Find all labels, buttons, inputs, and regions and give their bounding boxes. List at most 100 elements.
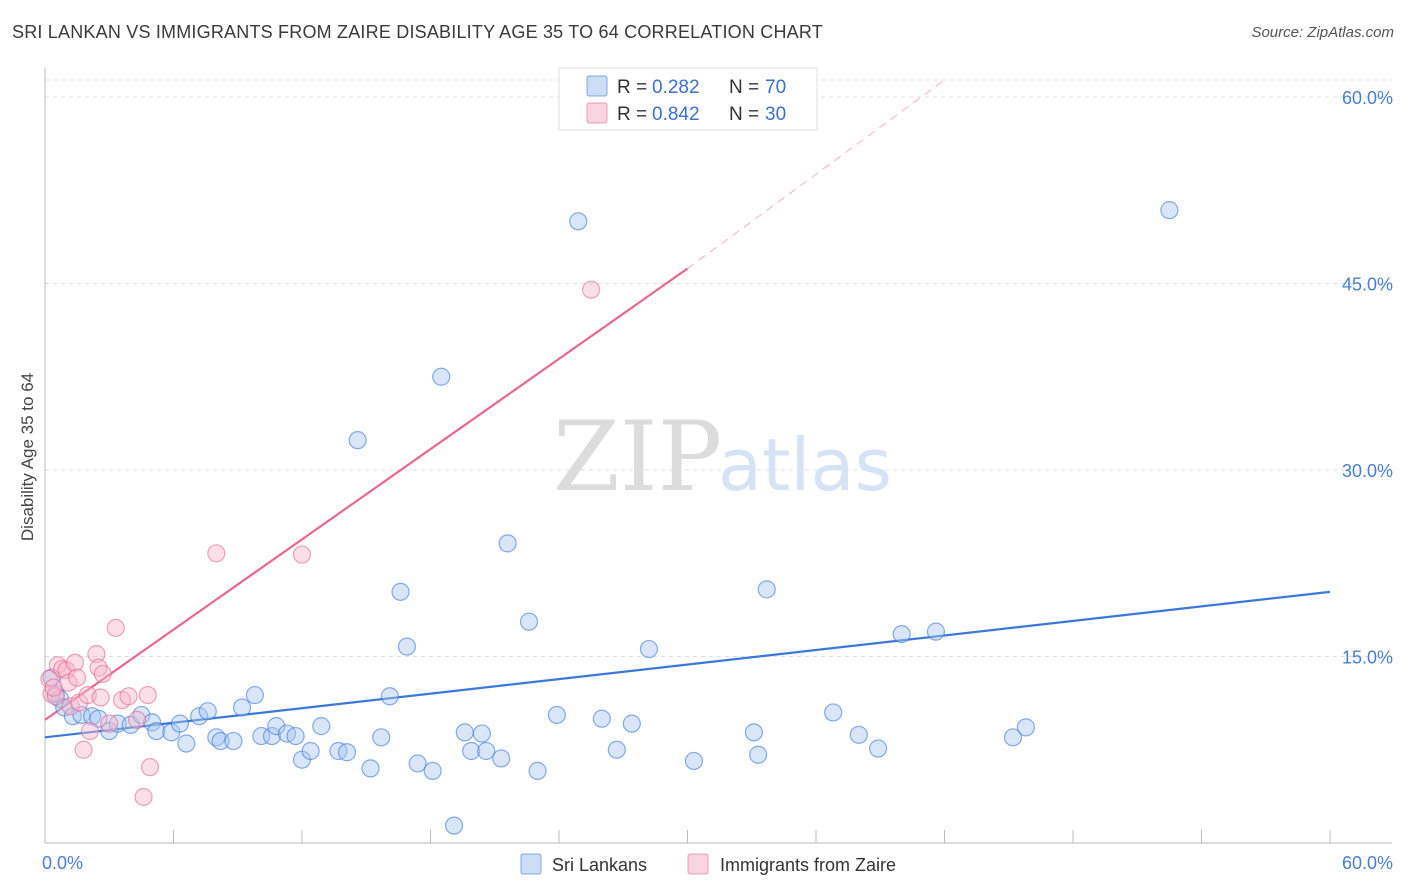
point-immigrants-from-zaire-10 <box>74 740 93 759</box>
point-sri-lankans-53 <box>569 212 588 231</box>
point-sri-lankans-20 <box>211 731 230 751</box>
x-tick-labels: 0.0% 60.0% <box>42 853 1393 873</box>
point-sri-lankans-67 <box>1003 728 1023 747</box>
legend-n-value-1: 70 <box>765 77 786 98</box>
source-label: Source: ZipAtlas.com <box>1251 24 1394 41</box>
x-tick-label-1: 60.0% <box>1342 853 1393 873</box>
legend-r-label-2: R = <box>617 104 647 125</box>
point-sri-lankans-26 <box>267 717 286 736</box>
point-sri-lankans-55 <box>607 740 626 759</box>
point-sri-lankans-69 <box>1160 201 1179 220</box>
point-sri-lankans-54 <box>592 709 611 728</box>
point-sri-lankans-57 <box>639 639 659 659</box>
chart-title: SRI LANKAN VS IMMIGRANTS FROM ZAIRE DISA… <box>12 22 823 42</box>
point-sri-lankans-45 <box>462 741 481 761</box>
point-sri-lankans-13 <box>147 721 166 741</box>
point-sri-lankans-58 <box>684 751 704 771</box>
y-tick-label-1: 30.0% <box>1342 461 1393 481</box>
point-immigrants-from-zaire-23 <box>138 685 157 705</box>
y-tick-labels: 15.0% 30.0% 45.0% 60.0% <box>1342 88 1393 668</box>
axes <box>44 68 1392 844</box>
series-swatch-immigrants-from-zaire <box>687 853 709 875</box>
point-sri-lankans-35 <box>361 759 380 778</box>
series-swatch-sri-lankans <box>520 853 542 875</box>
gridlines <box>45 79 1392 657</box>
point-sri-lankans-48 <box>492 749 511 768</box>
point-immigrants-from-zaire-25 <box>207 544 226 563</box>
point-sri-lankans-21 <box>224 731 243 751</box>
point-immigrants-from-zaire-13 <box>87 644 106 664</box>
trend-lines <box>44 79 1331 739</box>
point-sri-lankans-18 <box>198 702 217 721</box>
x-tick-label-0: 0.0% <box>42 853 83 873</box>
point-sri-lankans-46 <box>472 724 491 743</box>
point-immigrants-from-zaire-28 <box>44 678 63 697</box>
watermark: ZIP atlas <box>553 401 892 513</box>
point-sri-lankans-36 <box>372 728 391 747</box>
point-sri-lankans-59 <box>744 723 763 742</box>
legend-n-label-1: N = <box>729 77 759 98</box>
point-sri-lankans-44 <box>455 723 474 742</box>
watermark-zip: ZIP <box>553 401 722 513</box>
point-sri-lankans-50 <box>519 612 539 631</box>
point-immigrants-from-zaire-26 <box>292 545 312 564</box>
point-sri-lankans-43 <box>444 816 464 835</box>
legend-r-value-1: 0.282 <box>652 77 700 98</box>
legend-r-label-1: R = <box>617 77 647 98</box>
point-immigrants-from-zaire-18 <box>106 618 125 638</box>
point-sri-lankans-30 <box>301 741 320 761</box>
y-tick-label-0: 15.0% <box>1342 648 1393 668</box>
point-sri-lankans-51 <box>528 761 547 780</box>
point-sri-lankans-15 <box>170 714 190 733</box>
point-sri-lankans-64 <box>869 739 888 758</box>
point-sri-lankans-66 <box>926 622 946 641</box>
point-immigrants-from-zaire-22 <box>134 787 153 807</box>
legend-box: R = 0.282 N = 70 R = 0.842 N = 30 <box>558 67 818 131</box>
point-sri-lankans-33 <box>337 743 357 762</box>
data-points <box>40 201 1179 835</box>
point-sri-lankans-31 <box>312 717 331 736</box>
point-sri-lankans-52 <box>547 705 566 725</box>
trend-line-sri-lankans <box>44 590 1331 739</box>
legend-n-label-2: N = <box>729 104 759 125</box>
y-tick-label-3: 60.0% <box>1342 88 1393 108</box>
point-sri-lankans-61 <box>757 580 776 599</box>
point-sri-lankans-65 <box>892 625 911 644</box>
point-immigrants-from-zaire-15 <box>91 688 110 707</box>
point-sri-lankans-24 <box>252 726 271 746</box>
point-sri-lankans-23 <box>245 685 264 705</box>
point-immigrants-from-zaire-29 <box>68 668 87 687</box>
point-sri-lankans-47 <box>477 741 496 761</box>
watermark-atlas: atlas <box>718 423 892 507</box>
point-immigrants-from-zaire-0 <box>40 669 59 688</box>
point-sri-lankans-17 <box>190 707 209 726</box>
point-sri-lankans-62 <box>824 703 843 722</box>
y-axis-label: Disability Age 35 to 64 <box>18 373 37 541</box>
point-sri-lankans-12 <box>142 713 162 732</box>
point-immigrants-from-zaire-16 <box>93 664 112 684</box>
point-sri-lankans-34 <box>348 431 367 450</box>
point-immigrants-from-zaire-8 <box>65 653 85 672</box>
point-sri-lankans-40 <box>408 754 427 773</box>
point-sri-lankans-28 <box>286 726 305 746</box>
point-sri-lankans-68 <box>1016 718 1035 737</box>
point-sri-lankans-39 <box>397 637 417 656</box>
point-sri-lankans-25 <box>262 726 282 746</box>
point-immigrants-from-zaire-21 <box>127 710 147 730</box>
point-immigrants-from-zaire-17 <box>100 714 119 733</box>
point-sri-lankans-42 <box>432 367 451 386</box>
legend-swatch-pink <box>586 102 608 124</box>
legend-n-value-2: 30 <box>765 104 786 125</box>
point-sri-lankans-56 <box>622 714 641 733</box>
point-sri-lankans-63 <box>849 725 868 744</box>
series-label-immigrants-from-zaire: Immigrants from Zaire <box>720 855 896 875</box>
series-label-sri-lankans: Sri Lankans <box>552 855 647 875</box>
point-sri-lankans-60 <box>749 745 768 764</box>
point-sri-lankans-16 <box>177 734 196 753</box>
trend-line-immigrants-from-zaire <box>44 267 689 721</box>
point-sri-lankans-41 <box>423 761 442 780</box>
legend-r-value-2: 0.842 <box>652 104 700 125</box>
point-immigrants-from-zaire-20 <box>119 687 138 706</box>
point-immigrants-from-zaire-24 <box>140 758 160 777</box>
